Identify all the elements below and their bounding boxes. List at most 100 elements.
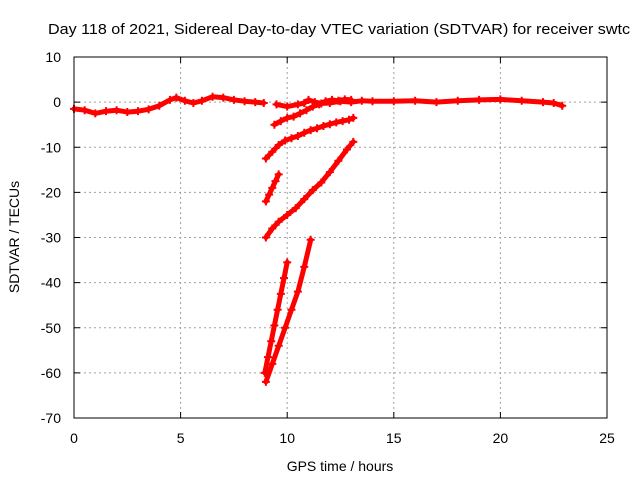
data-point xyxy=(123,108,132,117)
data-point xyxy=(283,102,292,111)
y-axis-label: SDTVAR / TECUs xyxy=(6,181,22,293)
data-point xyxy=(80,106,89,115)
y-tick-label: -30 xyxy=(41,230,61,246)
data-point xyxy=(389,97,398,106)
data-point xyxy=(345,115,354,124)
data-point xyxy=(325,120,334,129)
data-point xyxy=(315,100,324,109)
data-point xyxy=(313,124,322,133)
data-point xyxy=(349,137,358,146)
data-point xyxy=(300,262,309,271)
data-point xyxy=(189,99,198,108)
data-point xyxy=(274,217,283,226)
data-point xyxy=(334,96,343,105)
x-axis-label: GPS time / hours xyxy=(287,458,394,474)
data-point xyxy=(338,117,347,126)
data-layer xyxy=(70,92,567,386)
y-tick-label: -40 xyxy=(41,275,61,291)
y-tick-label: 0 xyxy=(53,94,61,110)
data-point xyxy=(261,377,270,386)
data-point xyxy=(261,233,270,242)
y-tick-label: -70 xyxy=(41,410,61,426)
data-point xyxy=(268,147,277,156)
grid xyxy=(74,57,607,418)
data-point xyxy=(283,113,292,122)
data-point xyxy=(155,101,164,110)
data-point xyxy=(261,197,270,206)
data-point xyxy=(276,117,285,126)
data-point xyxy=(273,305,282,314)
data-point xyxy=(411,96,420,105)
data-point xyxy=(357,96,366,105)
data-point xyxy=(281,136,290,145)
data-point xyxy=(289,112,298,121)
data-point xyxy=(539,98,548,107)
data-point xyxy=(133,107,142,116)
data-point xyxy=(91,109,100,118)
data-point xyxy=(271,177,280,186)
data-point xyxy=(325,168,334,177)
x-tick-label: 10 xyxy=(279,430,295,446)
data-point xyxy=(287,305,296,314)
data-point xyxy=(274,140,283,149)
data-point xyxy=(293,287,302,296)
data-point xyxy=(306,235,315,244)
data-point xyxy=(283,258,292,267)
data-point xyxy=(274,170,283,179)
data-point xyxy=(240,97,249,106)
data-point xyxy=(558,101,567,110)
data-point xyxy=(347,95,356,104)
data-point xyxy=(261,154,270,163)
data-point xyxy=(342,145,351,154)
data-point xyxy=(317,178,326,187)
x-tick-label: 15 xyxy=(386,430,402,446)
data-point xyxy=(308,102,317,111)
x-tick-label: 25 xyxy=(599,430,615,446)
data-point xyxy=(300,195,309,204)
data-point xyxy=(300,128,309,137)
data-point xyxy=(180,96,189,105)
y-tick-label: -20 xyxy=(41,184,61,200)
y-tick-label: -60 xyxy=(41,365,61,381)
data-point xyxy=(272,100,281,109)
data-point xyxy=(251,98,260,107)
data-point xyxy=(283,210,292,219)
data-point xyxy=(197,96,206,105)
data-point xyxy=(334,156,343,165)
y-tick-label: -50 xyxy=(41,320,61,336)
data-point xyxy=(265,190,274,199)
series-arc-8 xyxy=(263,237,314,385)
series-arc-2 xyxy=(274,96,565,110)
data-point xyxy=(268,183,277,192)
data-point xyxy=(281,323,290,332)
data-point xyxy=(496,95,505,104)
data-point xyxy=(208,92,217,101)
data-point xyxy=(319,122,328,131)
data-point xyxy=(475,95,484,104)
data-point xyxy=(368,97,377,106)
data-point xyxy=(287,134,296,143)
data-point xyxy=(300,99,309,108)
ticks: 0 5 10 15 20 25 -70 -60 -50 -40 -30 -20 -10 0 10 xyxy=(41,49,615,446)
data-point xyxy=(219,93,228,102)
data-point xyxy=(549,99,558,108)
data-point xyxy=(172,93,181,102)
data-point xyxy=(267,337,276,346)
data-point xyxy=(101,107,110,116)
chart-title: Day 118 of 2021, Sidereal Day-to-day VTE… xyxy=(48,21,631,38)
data-point xyxy=(432,98,441,107)
data-point xyxy=(332,118,341,127)
data-point xyxy=(144,105,153,114)
data-point xyxy=(280,274,289,283)
series-arc-6 xyxy=(263,139,356,240)
data-point xyxy=(264,353,273,362)
data-point xyxy=(302,106,311,115)
data-point xyxy=(293,131,302,140)
data-point xyxy=(112,106,121,115)
x-tick-label: 20 xyxy=(493,430,509,446)
data-point xyxy=(274,341,283,350)
y-tick-label: 10 xyxy=(45,49,61,65)
data-point xyxy=(321,97,330,106)
data-point xyxy=(453,96,462,105)
